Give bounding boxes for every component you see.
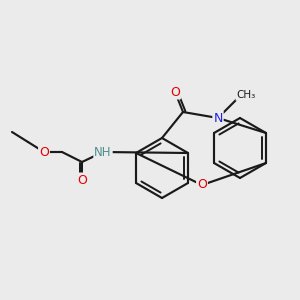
Text: NH: NH — [94, 146, 112, 158]
Text: O: O — [197, 178, 207, 191]
Text: O: O — [39, 146, 49, 158]
Text: O: O — [170, 85, 180, 98]
Text: CH₃: CH₃ — [236, 90, 256, 100]
Text: N: N — [213, 112, 223, 124]
Text: O: O — [77, 173, 87, 187]
